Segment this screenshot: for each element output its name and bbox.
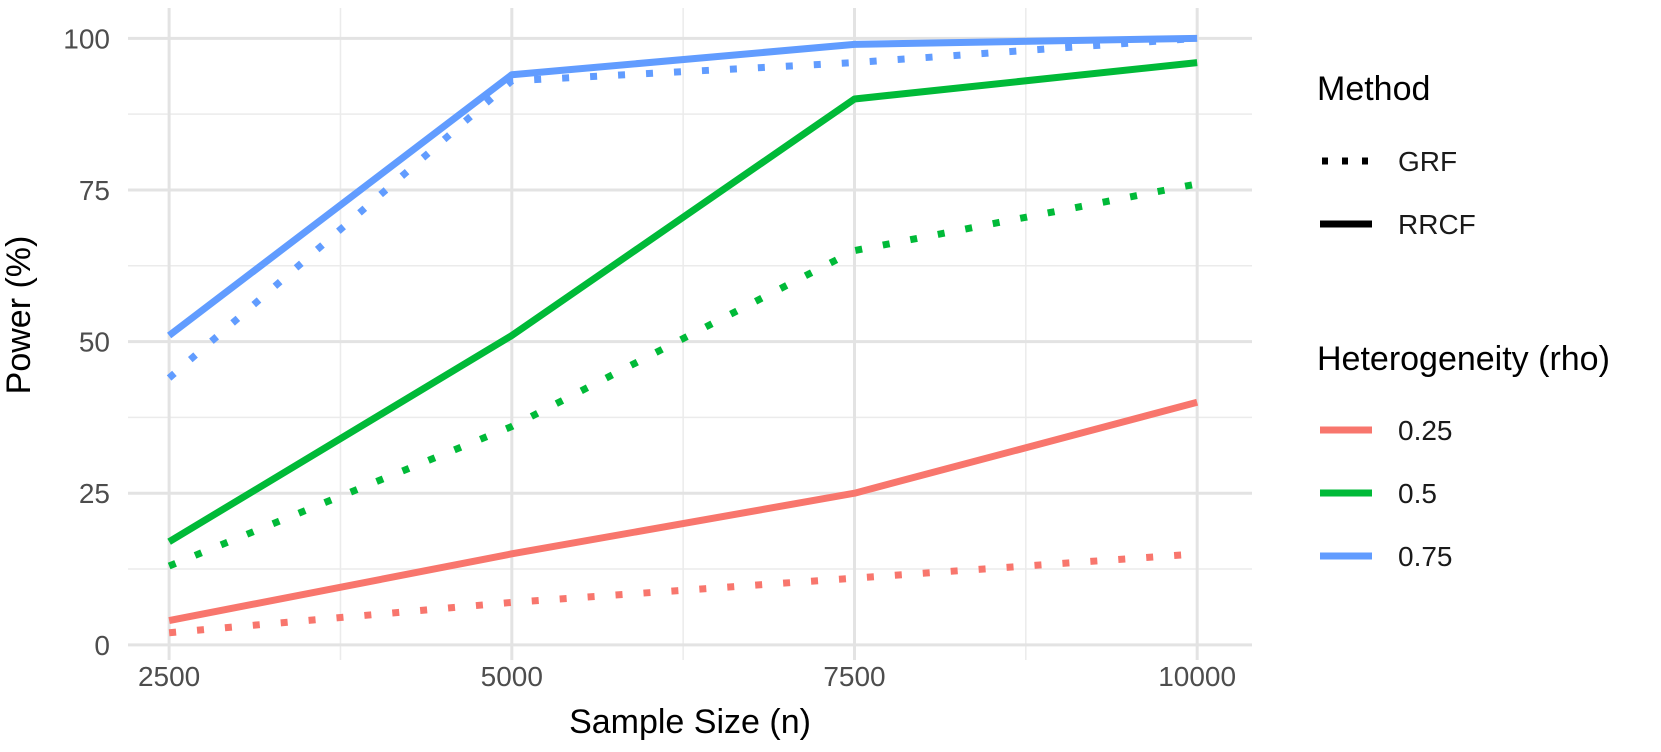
series-line-0-75-rrcf: [167, 34, 1198, 339]
legend-method-title: Method: [1317, 70, 1430, 108]
x-tick-label: 10000: [1158, 661, 1236, 692]
legend-heterogeneity-title: Heterogeneity (rho): [1317, 340, 1610, 378]
legend-label-0-75: 0.75: [1398, 541, 1453, 572]
legend-label-grf: GRF: [1398, 146, 1457, 177]
y-axis-title: Power (%): [0, 236, 38, 395]
series-line-0-25-grf: [168, 550, 1198, 637]
legend-label-rrcf: RRCF: [1398, 209, 1476, 240]
x-axis-ticks: 2500 5000 7500 10000: [138, 661, 1236, 692]
y-tick-label: 100: [63, 23, 110, 54]
legend-heterogeneity: Heterogeneity (rho) 0.25 0.5 0.75: [1317, 340, 1610, 572]
y-tick-label: 25: [79, 478, 110, 509]
series-line-0-75-grf: [166, 34, 1198, 381]
y-tick-label: 50: [79, 327, 110, 358]
y-tick-label: 0: [94, 630, 110, 661]
legend-method: Method GRF RRCF: [1317, 70, 1476, 240]
x-tick-label: 5000: [481, 661, 543, 692]
x-axis-title: Sample Size (n): [569, 703, 811, 741]
y-axis-ticks: 0 25 50 75 100: [63, 23, 110, 661]
legend-label-0-5: 0.5: [1398, 478, 1437, 509]
series-line-0-5-grf: [167, 180, 1198, 570]
series-line-0-25-rrcf: [168, 398, 1199, 625]
y-tick-label: 75: [79, 175, 110, 206]
grid: [128, 8, 1252, 660]
legend-label-0-25: 0.25: [1398, 415, 1453, 446]
x-tick-label: 7500: [823, 661, 885, 692]
series-line-0-5-rrcf: [167, 59, 1198, 545]
series-lines: [166, 34, 1199, 637]
x-tick-label: 2500: [138, 661, 200, 692]
